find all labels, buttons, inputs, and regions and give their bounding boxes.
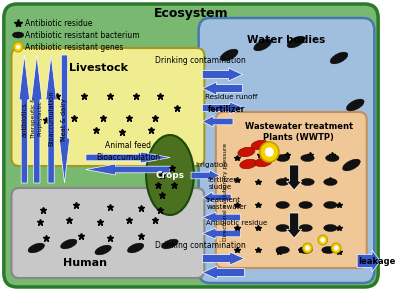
- Polygon shape: [86, 152, 170, 163]
- Ellipse shape: [240, 159, 257, 169]
- FancyBboxPatch shape: [199, 18, 374, 283]
- Text: Therapeutic &
Prophylactic: Therapeutic & Prophylactic: [31, 97, 42, 139]
- Polygon shape: [286, 165, 302, 190]
- Ellipse shape: [276, 155, 289, 162]
- Text: Human: Human: [63, 258, 107, 268]
- Text: Livestock: Livestock: [69, 63, 128, 73]
- Polygon shape: [202, 68, 242, 81]
- Text: Bioaccumulation: Bioaccumulation: [96, 153, 160, 162]
- Text: Drinking contamination: Drinking contamination: [155, 56, 246, 65]
- FancyBboxPatch shape: [216, 112, 367, 268]
- Polygon shape: [46, 55, 56, 183]
- Text: Animal feed: Animal feed: [105, 141, 151, 150]
- Ellipse shape: [276, 178, 289, 185]
- Polygon shape: [202, 252, 244, 265]
- Ellipse shape: [326, 155, 339, 162]
- Text: Antibiotic residue: Antibiotic residue: [25, 19, 92, 28]
- Ellipse shape: [321, 238, 325, 242]
- Ellipse shape: [220, 49, 238, 61]
- Text: Crops: Crops: [156, 171, 184, 180]
- Ellipse shape: [276, 201, 289, 208]
- Polygon shape: [59, 55, 70, 183]
- Ellipse shape: [16, 45, 20, 49]
- Ellipse shape: [260, 142, 279, 162]
- Polygon shape: [202, 102, 244, 114]
- Ellipse shape: [303, 243, 312, 253]
- Ellipse shape: [324, 178, 337, 185]
- Polygon shape: [32, 55, 42, 183]
- Ellipse shape: [60, 239, 77, 249]
- Text: fertilizer
sludge: fertilizer sludge: [208, 177, 237, 190]
- Text: leakage: leakage: [358, 258, 396, 267]
- Ellipse shape: [299, 224, 312, 232]
- Text: Bioaccumulation: Bioaccumulation: [48, 90, 54, 146]
- Polygon shape: [86, 164, 170, 175]
- Text: antibiotics: antibiotics: [21, 103, 27, 137]
- Polygon shape: [202, 116, 233, 127]
- Ellipse shape: [287, 36, 305, 48]
- FancyBboxPatch shape: [4, 4, 378, 287]
- Ellipse shape: [128, 243, 144, 253]
- Ellipse shape: [299, 201, 312, 208]
- Ellipse shape: [301, 155, 314, 162]
- FancyBboxPatch shape: [12, 188, 204, 278]
- Ellipse shape: [301, 178, 314, 185]
- Ellipse shape: [346, 99, 364, 111]
- Text: fertilizer: fertilizer: [208, 105, 246, 114]
- Ellipse shape: [330, 52, 348, 64]
- Polygon shape: [202, 192, 231, 203]
- Ellipse shape: [305, 246, 310, 250]
- Polygon shape: [202, 228, 241, 239]
- Ellipse shape: [238, 147, 255, 157]
- Ellipse shape: [324, 224, 337, 232]
- Ellipse shape: [13, 42, 23, 52]
- Ellipse shape: [162, 239, 178, 249]
- Text: Antibiotic resistant genes: Antibiotic resistant genes: [25, 42, 123, 52]
- Ellipse shape: [299, 246, 312, 253]
- Ellipse shape: [254, 39, 272, 51]
- Text: Drinking contamination: Drinking contamination: [155, 241, 246, 250]
- Ellipse shape: [331, 243, 341, 253]
- Ellipse shape: [276, 246, 289, 253]
- Text: treatment
wastewater: treatment wastewater: [206, 197, 247, 210]
- Ellipse shape: [95, 245, 111, 255]
- FancyBboxPatch shape: [12, 48, 204, 166]
- Ellipse shape: [322, 246, 335, 253]
- Ellipse shape: [12, 32, 24, 38]
- Ellipse shape: [324, 201, 337, 208]
- Ellipse shape: [251, 140, 268, 150]
- Text: Antibiotic residue: Antibiotic residue: [206, 220, 268, 226]
- Ellipse shape: [276, 224, 289, 232]
- Text: Irrigation: Irrigation: [195, 162, 228, 168]
- Ellipse shape: [318, 235, 328, 245]
- Ellipse shape: [342, 159, 360, 171]
- Polygon shape: [202, 266, 244, 279]
- Polygon shape: [202, 212, 241, 223]
- Text: Meat & dairy: Meat & dairy: [62, 99, 68, 141]
- Ellipse shape: [334, 246, 338, 250]
- Text: Wastewater treatment
Plants (WWTP): Wastewater treatment Plants (WWTP): [245, 122, 353, 142]
- Polygon shape: [357, 250, 380, 272]
- Ellipse shape: [265, 148, 274, 157]
- Polygon shape: [286, 213, 302, 238]
- Polygon shape: [202, 82, 242, 95]
- Polygon shape: [19, 55, 30, 183]
- Text: Directional evolutionary pressure: Directional evolutionary pressure: [223, 143, 228, 241]
- Text: Water bodies: Water bodies: [247, 35, 326, 45]
- Ellipse shape: [28, 243, 44, 253]
- Polygon shape: [191, 170, 220, 181]
- Text: Ecosystem: Ecosystem: [154, 6, 228, 19]
- Text: Antibiotic resistant bacterium: Antibiotic resistant bacterium: [25, 31, 140, 40]
- Ellipse shape: [146, 135, 194, 215]
- Ellipse shape: [255, 157, 272, 167]
- Text: Residue runoff: Residue runoff: [205, 94, 258, 100]
